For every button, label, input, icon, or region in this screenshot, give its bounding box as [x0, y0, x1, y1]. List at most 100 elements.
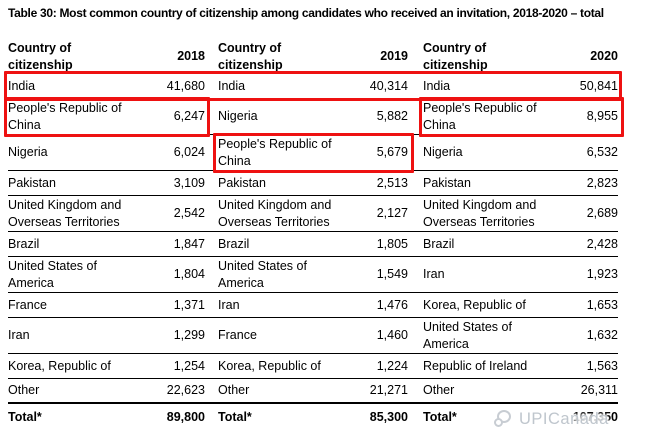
country-cell: United Kingdom and Overseas Territories: [8, 198, 122, 229]
column-gap: [408, 99, 423, 134]
table-header-row: Country of citizenship 2018 Country of c…: [8, 40, 618, 74]
value-cell: 22,623: [166, 383, 205, 398]
table-row: Iran 1,299 France 1,460 United States of Ame…: [8, 318, 618, 354]
table-row: People's Republic of China 6,247 Nigeria 5,…: [8, 99, 618, 135]
column-gap: [408, 257, 423, 292]
country-cell: France: [218, 328, 257, 343]
table-row: Nigeria 6,024 People's Republic of China 5,…: [8, 135, 618, 171]
value-cell: 6,024: [173, 145, 205, 160]
value-cell: 1,224: [376, 358, 408, 373]
country-cell: Total*: [423, 410, 457, 425]
column-gap: [408, 74, 423, 98]
header-country-2018: Country of citizenship: [8, 41, 73, 72]
column-gap: [205, 293, 218, 317]
table-row: Korea, Republic of 1,254 Korea, Republic o…: [8, 354, 618, 379]
citizenship-table: Country of citizenship 2018 Country of c…: [8, 40, 618, 431]
country-cell: People's Republic of China: [423, 101, 537, 132]
country-cell: Iran: [423, 267, 445, 282]
header-year-2019: 2019: [380, 49, 408, 64]
value-cell: 1,847: [173, 236, 205, 251]
country-cell: United Kingdom and Overseas Territories: [423, 198, 537, 229]
country-cell: Other: [218, 383, 250, 398]
table-row: Pakistan 3,109 Pakistan 2,513 Pakistan 2,823: [8, 171, 618, 196]
country-cell: United Kingdom and Overseas Territories: [218, 198, 332, 229]
column-gap: [205, 232, 218, 256]
watermark: UPICanada: [494, 404, 609, 434]
table-title: Table 30: Most common country of citizen…: [8, 6, 604, 20]
value-cell: 26,311: [580, 383, 618, 398]
value-cell: 5,679: [376, 145, 408, 160]
value-cell: 2,513: [376, 175, 408, 190]
table-body: India 41,680 India 40,314 India 50,841 People'…: [8, 74, 618, 431]
country-cell: Korea, Republic of: [8, 358, 111, 373]
value-cell: 1,460: [376, 328, 408, 343]
country-cell: Iran: [218, 297, 240, 312]
value-cell: 107,350: [572, 410, 618, 425]
column-gap: [408, 135, 423, 170]
value-cell: 1,254: [173, 358, 205, 373]
table-row: Other 22,623 Other 21,271 Other 26,311: [8, 379, 618, 404]
value-cell: 50,841: [579, 78, 618, 93]
country-cell: Korea, Republic of: [423, 297, 526, 312]
country-cell: People's Republic of China: [8, 101, 122, 132]
column-gap: [408, 232, 423, 256]
value-cell: 6,247: [173, 109, 205, 124]
country-cell: United States of America: [8, 259, 97, 290]
country-cell: Republic of Ireland: [423, 358, 528, 373]
country-cell: People's Republic of China: [218, 137, 332, 168]
value-cell: 8,955: [586, 109, 618, 124]
column-gap: [205, 99, 218, 134]
country-cell: Brazil: [423, 236, 455, 251]
value-cell: 2,823: [586, 175, 618, 190]
value-cell: 40,314: [369, 78, 408, 93]
column-gap: [205, 257, 218, 292]
value-cell: 5,882: [376, 109, 408, 124]
value-cell: 2,689: [586, 206, 618, 221]
country-cell: Brazil: [218, 236, 250, 251]
country-cell: Pakistan: [218, 175, 266, 190]
country-cell: United States of America: [423, 320, 512, 351]
table-row: Brazil 1,847 Brazil 1,805 Brazil 2,428: [8, 232, 618, 257]
country-cell: Nigeria: [8, 145, 48, 160]
value-cell: 1,371: [173, 297, 205, 312]
value-cell: 1,653: [586, 297, 618, 312]
value-cell: 2,127: [376, 206, 408, 221]
column-gap: [408, 404, 423, 431]
country-cell: Other: [423, 383, 455, 398]
value-cell: 6,532: [586, 145, 618, 160]
column-gap: [205, 379, 218, 402]
column-gap: [408, 293, 423, 317]
table-row: France 1,371 Iran 1,476 Korea, Republic of 1,…: [8, 293, 618, 318]
column-gap: [408, 40, 423, 73]
country-cell: Pakistan: [8, 175, 56, 190]
header-country-2019: Country of citizenship: [218, 41, 283, 72]
value-cell: 21,271: [369, 383, 408, 398]
column-gap: [205, 354, 218, 378]
header-year-2020: 2020: [590, 49, 618, 64]
value-cell: 1,632: [586, 328, 618, 343]
value-cell: 1,923: [586, 267, 618, 282]
table-row: Total* 89,800 Total* 85,300 Total* 107,350: [8, 404, 618, 431]
column-gap: [408, 318, 423, 353]
country-cell: Nigeria: [423, 145, 463, 160]
value-cell: 41,680: [166, 78, 205, 93]
country-cell: Korea, Republic of: [218, 358, 321, 373]
column-gap: [408, 354, 423, 378]
value-cell: 89,800: [166, 410, 205, 425]
value-cell: 2,428: [586, 236, 618, 251]
column-gap: [205, 40, 218, 73]
watermark-text: UPICanada: [519, 409, 609, 428]
column-gap: [408, 379, 423, 402]
column-gap: [408, 196, 423, 231]
value-cell: 1,804: [173, 267, 205, 282]
column-gap: [205, 74, 218, 98]
table-row: India 41,680 India 40,314 India 50,841: [8, 74, 618, 99]
table-row: United States of America 1,804 United Stat…: [8, 257, 618, 293]
column-gap: [408, 171, 423, 195]
country-cell: Iran: [8, 328, 30, 343]
column-gap: [205, 196, 218, 231]
column-gap: [205, 135, 218, 170]
country-cell: Pakistan: [423, 175, 471, 190]
column-gap: [205, 404, 218, 431]
